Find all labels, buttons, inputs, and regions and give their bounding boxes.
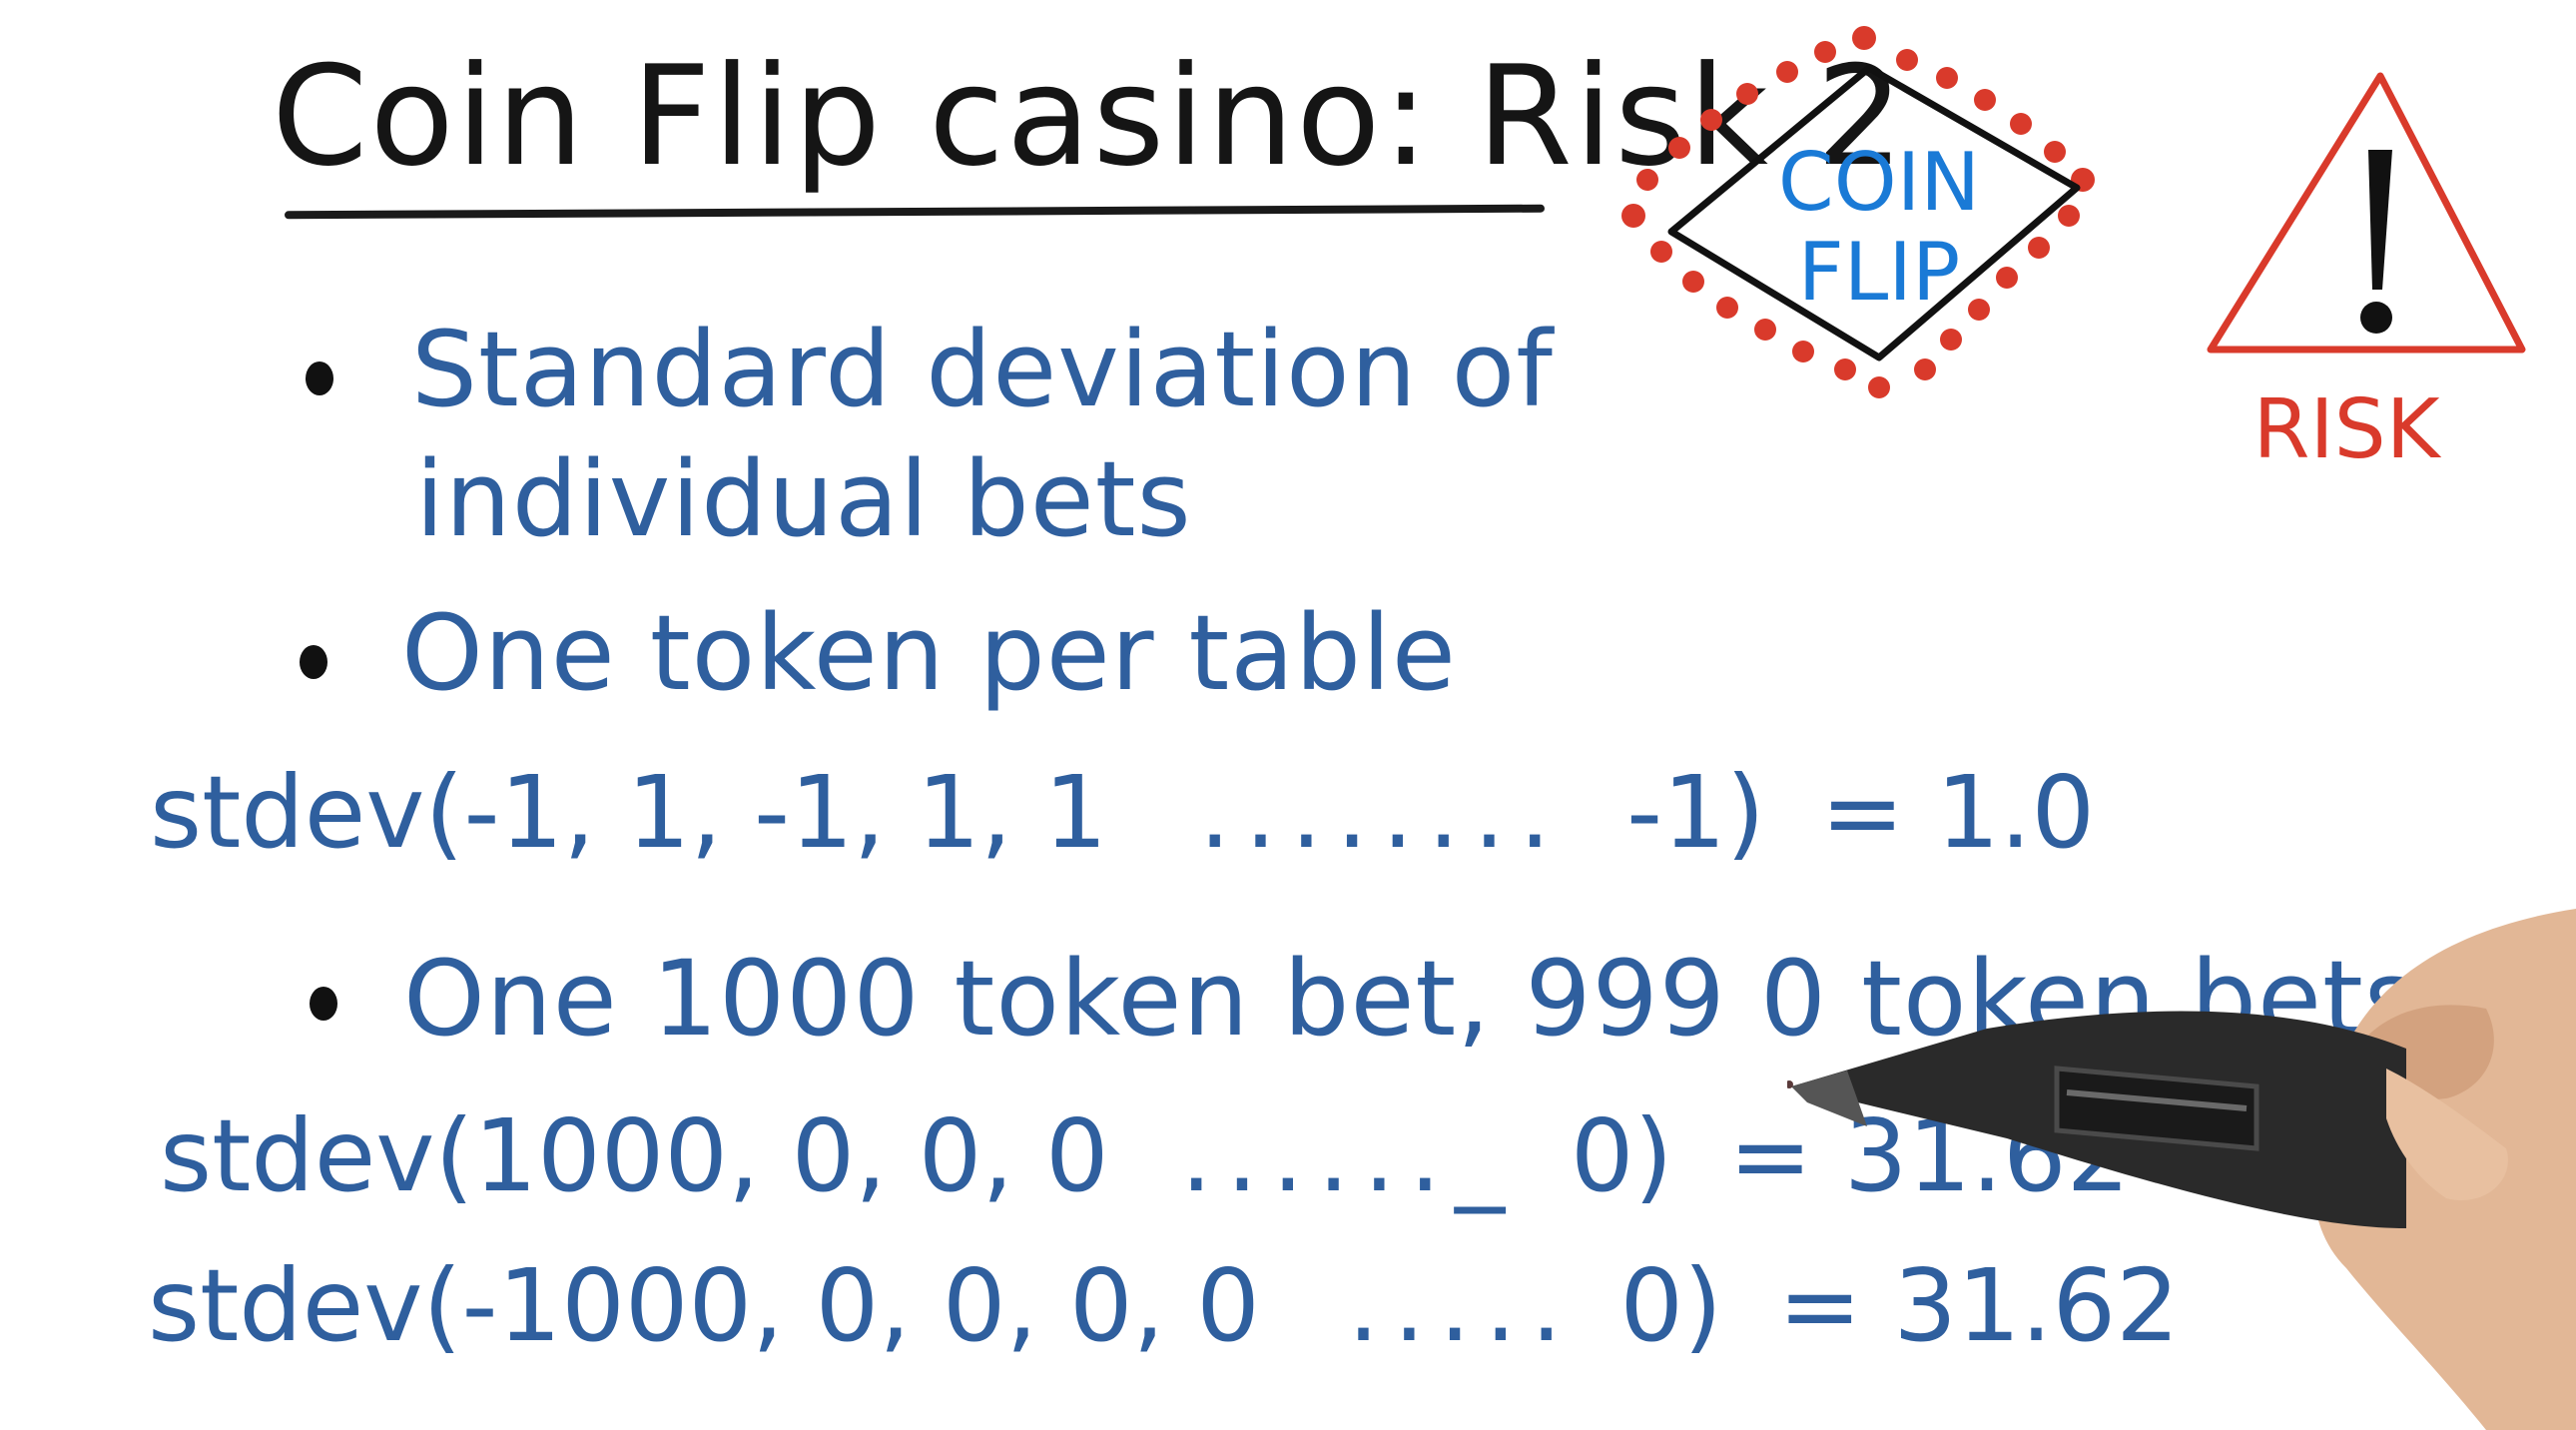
formula-one-token: stdev(-1, 1, -1, 1, 1 ........ -1) = 1.0: [150, 763, 2095, 863]
bullet-dot: [300, 645, 327, 679]
logo-diamond: [1667, 64, 2081, 361]
formula-lhs: stdev(-1000, 0, 0, 0, 0: [148, 1247, 1260, 1364]
bullet-dot: [310, 987, 337, 1021]
logo-dot-border: [1621, 26, 2095, 398]
formula-positive-bet: stdev(1000, 0, 0, 0 ......_ 0) = 31.62: [160, 1106, 2130, 1206]
formula-ellipsis: ......_: [1180, 1097, 1520, 1214]
logo-line1: COIN: [1778, 136, 1980, 229]
formula-tail: 0): [1570, 1097, 1673, 1214]
bullet-dot: [306, 361, 333, 395]
formula-tail: -1): [1625, 754, 1765, 871]
formula-lhs: stdev(1000, 0, 0, 0: [160, 1097, 1109, 1214]
bullet-text: One token per table: [401, 592, 1457, 714]
coin-flip-logo: COIN FLIP: [1621, 26, 2095, 398]
stylus-button: [2054, 1066, 2259, 1151]
formula-tail: 0): [1619, 1247, 1723, 1364]
formula-result: = 1.0: [1820, 754, 2096, 871]
warning-triangle-icon: [2207, 72, 2526, 354]
title-underline: [284, 204, 1546, 220]
formula-ellipsis: .....: [1347, 1247, 1577, 1364]
formula-ellipsis: ........: [1198, 754, 1566, 871]
exclamation-mark: [2368, 150, 2392, 290]
formula-lhs: stdev(-1, 1, -1, 1, 1: [150, 754, 1108, 871]
formula-negative-bet: stdev(-1000, 0, 0, 0, 0 ..... 0) = 31.62: [148, 1256, 2180, 1356]
formula-result: = 31.62: [1777, 1247, 2180, 1364]
bullet-text: Standard deviation of: [411, 309, 1554, 430]
page-title: Coin Flip casino: Risk 2: [272, 36, 1906, 197]
risk-badge: RISK: [2207, 72, 2526, 477]
hand-holding-pen: [1787, 909, 2576, 1430]
risk-label: RISK: [2254, 382, 2442, 477]
logo-line2: FLIP: [1798, 226, 1960, 319]
bullet-text-continued: individual bets: [415, 438, 1192, 560]
